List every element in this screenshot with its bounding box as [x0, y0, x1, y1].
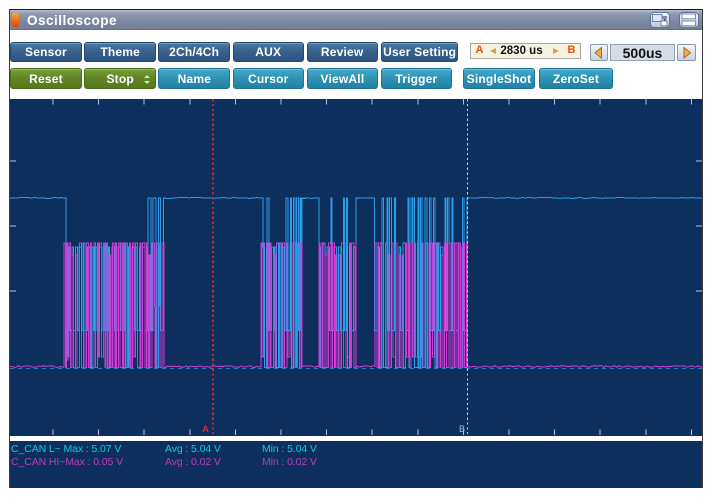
- svg-text:B: B: [459, 424, 465, 434]
- svg-text:A: A: [202, 424, 209, 435]
